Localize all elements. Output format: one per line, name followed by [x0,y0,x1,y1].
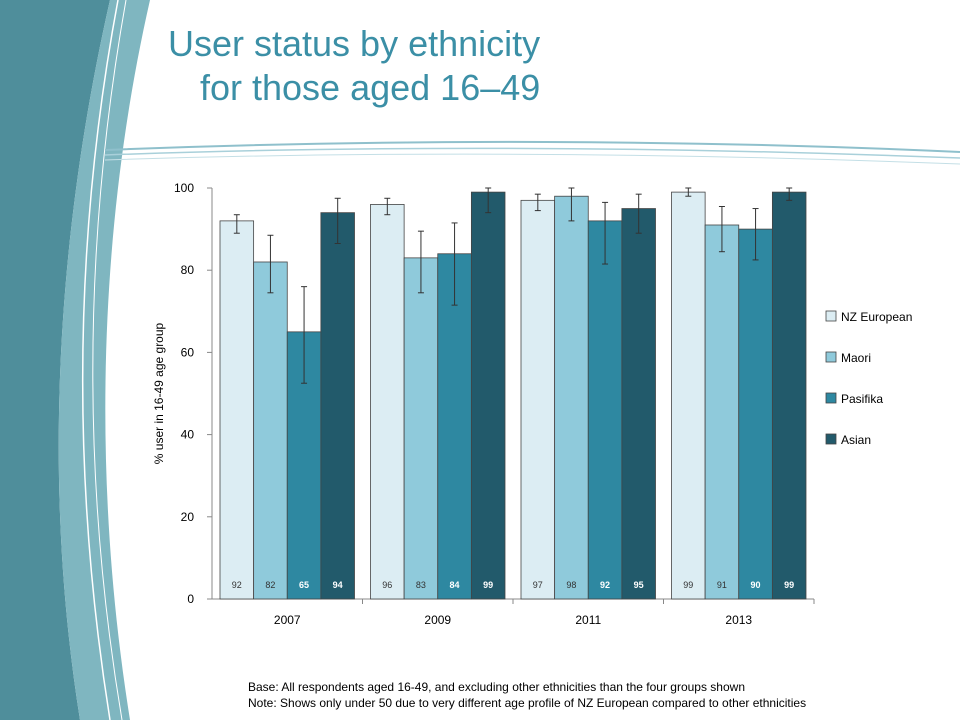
data-label: 96 [382,580,392,590]
swoosh-line [104,147,960,159]
bar-maori [554,195,589,600]
chart-axes: 0 20 40 60 80 100 % user in 16-49 age group 200… [152,181,815,627]
legend-swatch [825,351,837,363]
y-axis-label: % user in 16-49 age group [152,322,166,464]
bar-pasifika [587,220,623,600]
data-label: 84 [450,580,460,590]
legend-label: Maori [841,351,871,365]
bar-asian [320,212,355,600]
slide-title-line1: User status by ethnicity [168,23,541,64]
data-label: 82 [265,580,275,590]
data-label: 90 [751,580,761,590]
data-label: 95 [634,580,644,590]
legend-swatch [825,433,837,445]
swoosh-line [104,153,960,165]
bar-maori [253,261,288,600]
x-tick-label: 2009 [424,613,451,627]
y-tick-label: 40 [181,428,195,442]
legend-swatch [825,392,837,404]
data-label: 94 [333,580,343,590]
bar-nz-european [370,204,405,600]
left-band-light [58,0,150,720]
data-label: 92 [232,580,242,590]
data-label: 65 [299,580,309,590]
y-tick-label: 60 [181,345,195,359]
chart-legend: NZ European Maori Pasifika Asian [825,310,912,447]
swoosh-line [92,0,127,720]
x-tick-label: 2007 [274,613,301,627]
footnote: Note: Shows only under 50 due to very di… [248,696,807,710]
bar-nz-european [520,199,556,600]
bar-nz-european [671,191,706,600]
slide-title-line2: for those aged 16–49 [200,67,541,108]
x-tick-label: 2013 [725,613,752,627]
left-band [0,0,110,720]
bar-maori [704,224,740,600]
bar-pasifika [738,228,773,600]
chart-bars: 92 82 65 94 96 83 84 99 97 98 92 95 99 91 90 99 [219,187,807,600]
swoosh-line [81,0,119,720]
x-tick-label: 2011 [575,613,601,627]
legend-label: Pasifika [841,392,883,406]
bar-asian [470,191,506,600]
data-label: 99 [784,580,794,590]
y-tick-label: 80 [181,263,195,277]
swoosh-line [104,140,960,153]
bar-maori [403,257,439,600]
data-label: 92 [600,580,610,590]
data-label: 83 [416,580,426,590]
base-note: Base: All respondents aged 16-49, and ex… [248,680,745,694]
data-label: 99 [483,580,493,590]
legend-swatch [825,310,837,322]
legend-label: Asian [841,433,871,447]
data-label: 99 [683,580,693,590]
bar-asian [621,208,656,600]
bar-nz-european [219,220,255,600]
y-tick-label: 0 [187,592,194,606]
y-tick-label: 100 [174,181,194,195]
data-label: 97 [533,580,543,590]
y-tick-label: 20 [181,510,195,524]
legend-label: NZ European [841,310,912,324]
data-label: 98 [566,580,576,590]
data-label: 91 [717,580,727,590]
bar-asian [771,191,807,600]
